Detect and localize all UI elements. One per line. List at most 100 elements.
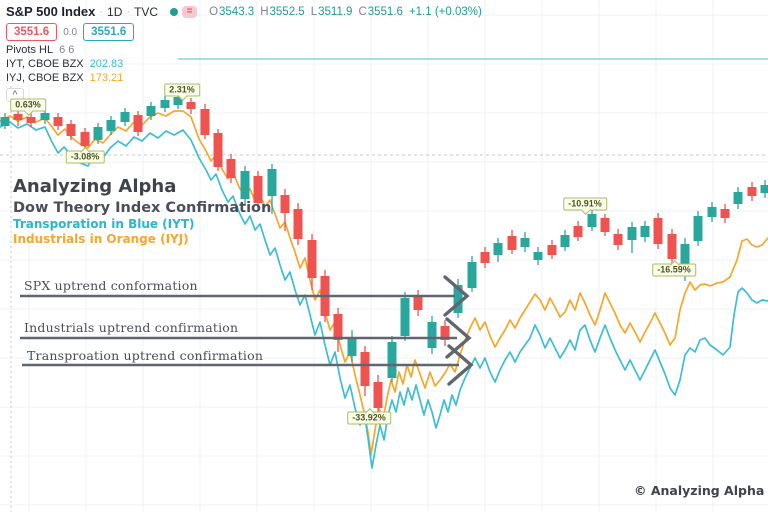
legend-value: 202.83 <box>89 57 124 70</box>
candle-down <box>333 314 343 340</box>
percent-change-badge: 0.63% <box>10 98 46 116</box>
watermark-title: Analyzing Alpha <box>13 176 177 197</box>
percent-change-badge: -33.92% <box>347 407 391 425</box>
candle-up <box>560 235 570 247</box>
watermark-text-block: Analyzing Alpha Dow Theory Index Confirm… <box>13 176 271 247</box>
ohlc-key: O <box>209 5 219 18</box>
percent-change-badge: -3.08% <box>65 146 105 164</box>
legend-label: Pivots HL <box>6 43 54 56</box>
badge-value: 2.31% <box>169 84 195 95</box>
symbol-title[interactable]: S&P 500 Index <box>6 4 96 19</box>
legend-value: 173.21 <box>89 71 124 84</box>
candle-up <box>146 106 156 116</box>
candle-up <box>120 112 130 122</box>
buy-price-button[interactable]: 3551.6 <box>83 23 135 41</box>
candle-down <box>280 195 290 213</box>
notifications-paused-icon[interactable]: = <box>182 5 198 18</box>
candle-up <box>733 192 743 204</box>
market-status-dot-icon <box>170 7 179 16</box>
watermark-iyt-note: Transporation in Blue (IYT) <box>13 216 195 231</box>
candle-up <box>453 285 463 313</box>
candle-up <box>267 169 277 196</box>
candle-up <box>173 97 183 105</box>
candle-down <box>66 124 76 136</box>
candle-up <box>240 171 250 199</box>
legend-row[interactable]: IYJ, CBOE BZX 173.21 <box>6 71 482 84</box>
candle-up <box>0 117 10 126</box>
arrow-annotation-label: Industrials uptrend confirmation <box>24 320 239 335</box>
candle-up <box>400 298 410 336</box>
chart-legend-header: S&P 500 Index · 1D · TVC = O3543.3 H3552.… <box>6 3 482 84</box>
ohlc-item: C3551.6 <box>358 6 403 18</box>
legend-value: 6 6 <box>59 43 75 56</box>
trend-arrow <box>22 344 474 386</box>
ohlc-value: 3511.9 <box>318 5 353 18</box>
candle-down <box>653 218 663 244</box>
candle-down <box>200 109 210 135</box>
badge-value: -16.59% <box>657 264 691 275</box>
candle-up <box>640 226 650 237</box>
iyj-line <box>0 110 768 456</box>
candle-down <box>253 176 263 203</box>
candle-down <box>13 114 23 120</box>
candle-down <box>293 209 303 239</box>
candle-down <box>413 296 423 310</box>
candle-up <box>760 185 768 193</box>
ohlc-key: H <box>260 5 269 18</box>
candle-up <box>707 207 717 217</box>
candle-up <box>467 262 477 288</box>
candle-down <box>53 117 63 126</box>
candle-up <box>40 113 50 120</box>
indicator-legend: Pivots HL 6 6 IYT, CBOE BZX 202.83 IYJ, CBOE… <box>6 43 482 84</box>
candle-up <box>587 214 597 227</box>
ohlc-item: H3552.5 <box>260 6 305 18</box>
candle-down <box>226 159 236 178</box>
legend-row[interactable]: IYT, CBOE BZX 202.83 <box>6 57 482 70</box>
candles <box>0 93 768 413</box>
arrow-annotation-label: SPX uptrend conformation <box>24 278 198 293</box>
trade-buttons-row: 3551.6 0.0 3551.6 <box>6 23 482 41</box>
separator: · <box>126 5 131 18</box>
ohlc-value: 3543.3 <box>219 5 255 18</box>
sell-price-button[interactable]: 3551.6 <box>6 23 58 41</box>
candle-up <box>93 127 103 140</box>
change-value: +1.1 (+0.03%) <box>408 5 482 18</box>
badge-value: 0.63% <box>15 99 41 110</box>
ohlc-item: O3543.3 <box>209 6 254 18</box>
candle-up <box>627 227 637 240</box>
candle-down <box>600 218 610 232</box>
legend-row[interactable]: Pivots HL 6 6 <box>6 43 482 56</box>
candle-up <box>347 338 357 356</box>
candle-up <box>533 252 543 260</box>
spread-value: 0.0 <box>63 26 78 38</box>
candle-down <box>26 117 36 123</box>
candle-up <box>680 244 690 267</box>
candle-down <box>133 115 143 132</box>
percent-change-badge: -10.91% <box>563 197 607 215</box>
percent-change-badge: 2.31% <box>164 83 200 101</box>
interval-label[interactable]: 1D <box>107 4 123 19</box>
separator: · <box>99 5 104 18</box>
trend-arrow <box>20 275 470 317</box>
badge-value: -3.08% <box>70 151 100 162</box>
candle-down <box>547 245 557 255</box>
candle-down <box>307 240 317 278</box>
candle-up <box>387 342 397 378</box>
candle-down <box>720 209 730 218</box>
candle-down <box>507 236 517 250</box>
candle-up <box>160 100 170 108</box>
candle-down <box>613 234 623 245</box>
candle-down <box>80 132 90 146</box>
badge-value: -10.91% <box>568 198 602 209</box>
candle-down <box>186 102 196 109</box>
exchange-label: TVC <box>134 4 159 19</box>
candle-up <box>493 243 503 255</box>
legend-label: IYJ, CBOE BZX <box>6 71 84 84</box>
watermark-subtitle: Dow Theory Index Confirmation <box>13 199 272 216</box>
candle-up <box>520 238 530 247</box>
candle-down <box>360 352 370 386</box>
ohlc-value: 3552.5 <box>269 5 305 18</box>
candle-down <box>213 133 223 167</box>
